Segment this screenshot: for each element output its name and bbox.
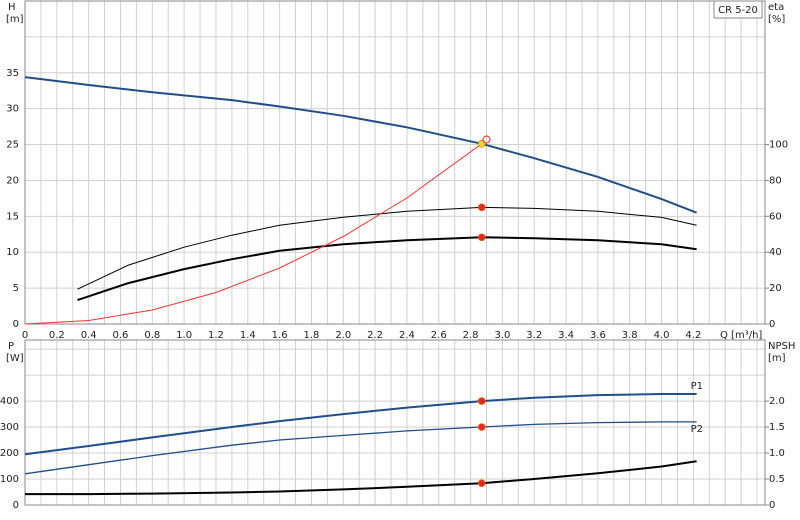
x-tick-label: 1.0 xyxy=(176,330,192,341)
x-tick-label: 3.0 xyxy=(494,330,510,341)
y2-tick-label: 1.5 xyxy=(769,422,785,433)
y-tick-label: 10 xyxy=(6,247,19,258)
y-tick-label: 15 xyxy=(6,211,19,222)
y-tick-label: 30 xyxy=(6,104,19,115)
y-axis-unit: [m] xyxy=(6,14,24,25)
curve xyxy=(24,76,697,214)
curve xyxy=(24,421,697,475)
curve xyxy=(25,460,697,496)
y-tick-label: 5 xyxy=(13,283,19,294)
plot-frame xyxy=(24,339,766,506)
y2-axis-label: eta xyxy=(768,2,784,13)
x-tick-label: 1.2 xyxy=(208,330,224,341)
x-tick-label: 0.4 xyxy=(81,330,97,341)
x-tick-label: 1.6 xyxy=(272,330,288,341)
y2-tick-label: 1.0 xyxy=(769,448,785,459)
y2-tick-label: 0 xyxy=(769,319,775,330)
x-tick-label: 2.4 xyxy=(399,330,415,341)
plot-frame xyxy=(24,0,766,325)
data-point xyxy=(482,135,491,144)
x-tick-label: 0.2 xyxy=(49,330,65,341)
annotation-box xyxy=(713,0,763,19)
y2-axis-unit: [%] xyxy=(768,14,785,25)
y-tick-label: 300 xyxy=(0,422,19,433)
y-tick-label: 0 xyxy=(13,319,19,330)
y2-tick-label: 2.0 xyxy=(769,396,785,407)
x-tick-label: 2.2 xyxy=(367,330,383,341)
x-tick-label: 0.6 xyxy=(113,330,129,341)
y-tick-label: 0 xyxy=(13,500,19,511)
x-tick-label: 3.8 xyxy=(622,330,638,341)
y2-axis-label: NPSH xyxy=(768,341,795,352)
data-point xyxy=(477,140,486,148)
y2-tick-label: 100 xyxy=(769,140,788,151)
x-tick-label: 2.8 xyxy=(463,330,479,341)
plot-background xyxy=(25,1,765,324)
data-point xyxy=(477,397,486,405)
x-tick-label: 2.0 xyxy=(335,330,351,341)
curve xyxy=(77,206,697,290)
y-tick-label: 20 xyxy=(6,175,19,186)
x-tick-label: 4.0 xyxy=(654,330,670,341)
x-tick-label: 2.6 xyxy=(431,330,447,341)
data-point xyxy=(477,233,486,242)
x-tick-label: 1.4 xyxy=(240,330,256,341)
y2-tick-label: 0 xyxy=(769,500,775,511)
annotation: CR 5-20 xyxy=(718,5,758,16)
x-tick-label: 0.8 xyxy=(144,330,160,341)
series-label: P1 xyxy=(691,381,703,392)
x-axis-label: Q [m³/h] xyxy=(720,330,762,341)
data-point xyxy=(477,423,486,431)
y2-tick-label: 0.5 xyxy=(769,474,785,485)
curve xyxy=(24,143,482,325)
y-axis-unit: [W] xyxy=(6,353,24,364)
x-tick-label: 3.2 xyxy=(526,330,542,341)
data-point xyxy=(477,479,486,487)
y-tick-label: 400 xyxy=(0,396,19,407)
y2-tick-label: 40 xyxy=(769,247,782,258)
y-tick-label: 200 xyxy=(0,448,19,459)
y2-tick-label: 60 xyxy=(769,211,782,222)
series-label: P2 xyxy=(691,424,703,435)
x-tick-label: 3.4 xyxy=(558,330,574,341)
y-axis-label: P xyxy=(8,341,14,352)
x-tick-label: 4.2 xyxy=(685,330,701,341)
y-tick-label: 100 xyxy=(0,474,19,485)
x-tick-label: 1.8 xyxy=(303,330,319,341)
curve xyxy=(77,236,697,302)
data-point xyxy=(477,203,486,212)
x-tick-label: 0 xyxy=(22,330,28,341)
curve xyxy=(24,393,697,456)
y-axis-label: H xyxy=(8,2,16,13)
y2-tick-label: 80 xyxy=(769,175,782,186)
y-tick-label: 25 xyxy=(6,140,19,151)
y2-axis-unit: [m] xyxy=(768,353,786,364)
x-tick-label: 3.6 xyxy=(590,330,606,341)
y2-tick-label: 20 xyxy=(769,283,782,294)
y-tick-label: 35 xyxy=(6,68,19,79)
